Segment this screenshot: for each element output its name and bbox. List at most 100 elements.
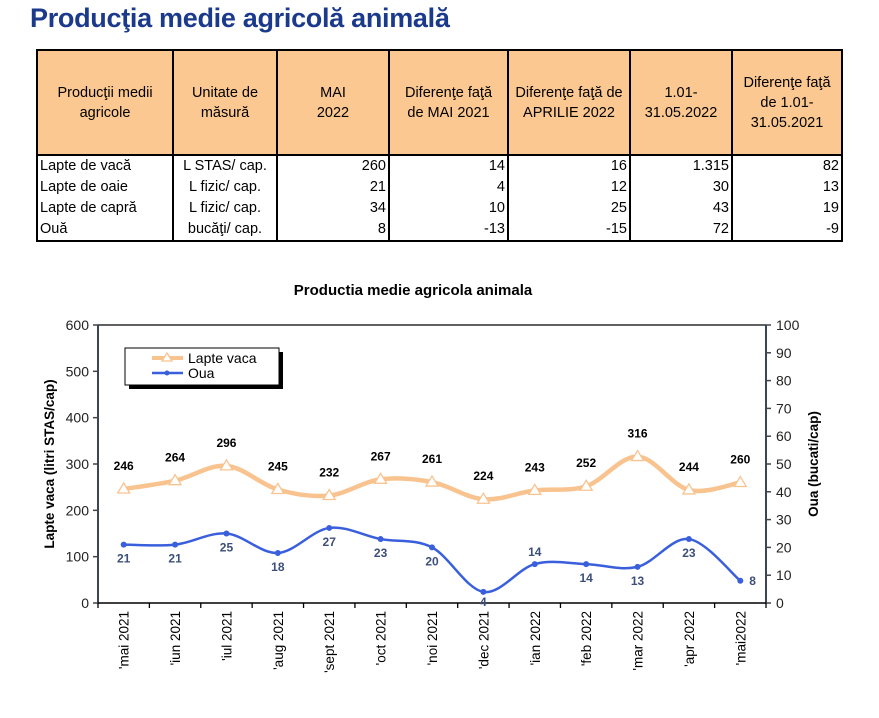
y-tick-label: 200 [66,502,90,518]
header-text: măsură [200,104,250,121]
legend: Lapte vaca Oua [124,347,283,389]
x-tick-label: 'iun 2021 [168,611,183,665]
point-oua [274,549,281,556]
data-label-lapte-vaca: 245 [268,459,288,473]
data-label-lapte-vaca: 232 [319,466,339,480]
y2-tick-label: 80 [776,373,792,389]
y-tick-label: 500 [66,363,90,379]
data-label-lapte-vaca: 316 [628,427,648,441]
data-label-lapte-vaca: 296 [216,436,236,450]
point-oua [223,530,230,537]
data-label-oua: 18 [271,560,285,574]
point-oua [531,561,538,568]
y-tick-label: 600 [66,317,90,333]
cell-unit: bucăţi/ cap. [172,219,278,242]
x-tick-label: 'ian 2022 [528,611,543,665]
cell-value: 34 [276,198,390,219]
x-tick-label: 'oct 2021 [374,611,389,665]
data-label-lapte-vaca: 267 [371,449,391,463]
header-dif-aprilie-2022: Diferenţe faţă de APRILIE 2022 [507,49,631,156]
x-tick-label: 'apr 2022 [682,611,697,667]
y2-tick-label: 50 [776,456,792,472]
header-text: agricole [79,104,131,121]
y2-tick-label: 70 [776,400,792,416]
data-label-oua: 13 [631,574,645,588]
x-tick-label: 'sept 2021 [322,611,337,673]
x-tick-label: 'noi 2021 [425,611,440,665]
point-oua [737,577,744,584]
table-row: Lapte de vacă L STAS/ cap. 260 14 16 1.3… [36,155,843,177]
point-oua [172,541,179,548]
cell-value: 4 [388,177,509,198]
legend-label-oua: Oua [188,365,215,381]
cell-value: 8 [276,219,390,242]
x-tick-label: 'iul 2021 [219,611,234,661]
header-text: 31.05.2021 [750,114,824,131]
cell-value: 10 [388,198,509,219]
table-header-row: Producţii medii agricole Unitate de măsură… [36,49,843,156]
y-tick-label: 0 [81,595,89,611]
x-tick-label: 'mai 2021 [117,611,132,669]
cell-value: 19 [731,198,843,219]
header-dif-cumulat-2021: Diferenţe faţă de 1.01- 31.05.2021 [731,49,843,156]
cell-product: Lapte de capră [36,198,174,219]
data-label-lapte-vaca: 261 [422,452,442,466]
cell-product: Lapte de oaie [36,177,174,198]
x-tick-label: 'mar 2022 [631,611,646,671]
header-cumulat-2022: 1.01- 31.05.2022 [629,49,733,156]
cell-value: 16 [507,155,631,177]
legend-box [124,347,280,386]
page-title: Producţia medie agricolă animală [30,3,450,33]
cell-value: 260 [276,155,390,177]
point-lapte-vaca [733,475,748,488]
y2-tick-label: 60 [776,428,792,444]
data-label-oua: 23 [374,546,388,560]
header-text: MAI [320,84,346,101]
header-mai-2022: MAI 2022 [276,49,390,156]
data-label-lapte-vaca: 264 [165,451,185,465]
table-row: Lapte de oaie L fizic/ cap. 21 4 12 30 1… [36,177,843,198]
cell-value: 82 [731,155,843,177]
point-lapte-vaca [167,473,183,486]
header-unitate: Unitate de măsură [172,49,278,156]
data-label-lapte-vaca: 224 [473,469,493,483]
header-text: 31.05.2022 [644,104,718,121]
y-tick-label: 300 [66,456,90,472]
chart-title: Productia medie agricola animala [294,282,533,299]
cell-unit: L STAS/ cap. [172,155,278,177]
data-label-lapte-vaca: 252 [576,456,596,470]
point-lapte-vaca [373,472,388,484]
header-text: Diferenţe faţă [404,84,493,101]
data-label-oua: 25 [220,541,234,555]
header-text: Producţii medii [57,84,153,101]
cell-value: 1.315 [629,155,733,177]
legend-triangle-icon [160,351,174,362]
y2-axis-title: Oua (bucati/cap) [806,411,821,517]
data-label-oua: 14 [528,545,542,559]
y2-tick-label: 0 [776,595,784,611]
point-lapte-vaca [579,478,594,491]
cell-product: Ouă [36,219,174,242]
header-dif-mai-2021: Diferenţe faţă de MAI 2021 [388,49,509,156]
data-label-oua: 20 [425,554,439,568]
header-text: Diferenţe faţă [743,74,831,91]
point-oua [634,563,641,570]
x-tick-label: 'aug 2021 [271,611,286,670]
point-oua [429,544,435,551]
point-lapte-vaca [322,488,337,501]
point-oua [583,561,590,568]
legend-label-lapte-vaca: Lapte vaca [188,350,257,366]
header-text: de 1.01- [760,94,814,111]
cell-value: 21 [276,177,390,198]
cell-value: 72 [629,219,733,242]
y-tick-label: 400 [66,410,90,426]
point-lapte-vaca [681,482,697,495]
y2-tick-label: 10 [776,567,792,583]
x-tick-label: 'mai2022 [733,611,748,665]
cell-value: 30 [629,177,733,198]
point-oua [685,536,692,543]
point-oua [326,524,333,531]
cell-value: -9 [731,219,843,242]
cell-value: 12 [507,177,631,198]
cell-value: 13 [731,177,843,198]
